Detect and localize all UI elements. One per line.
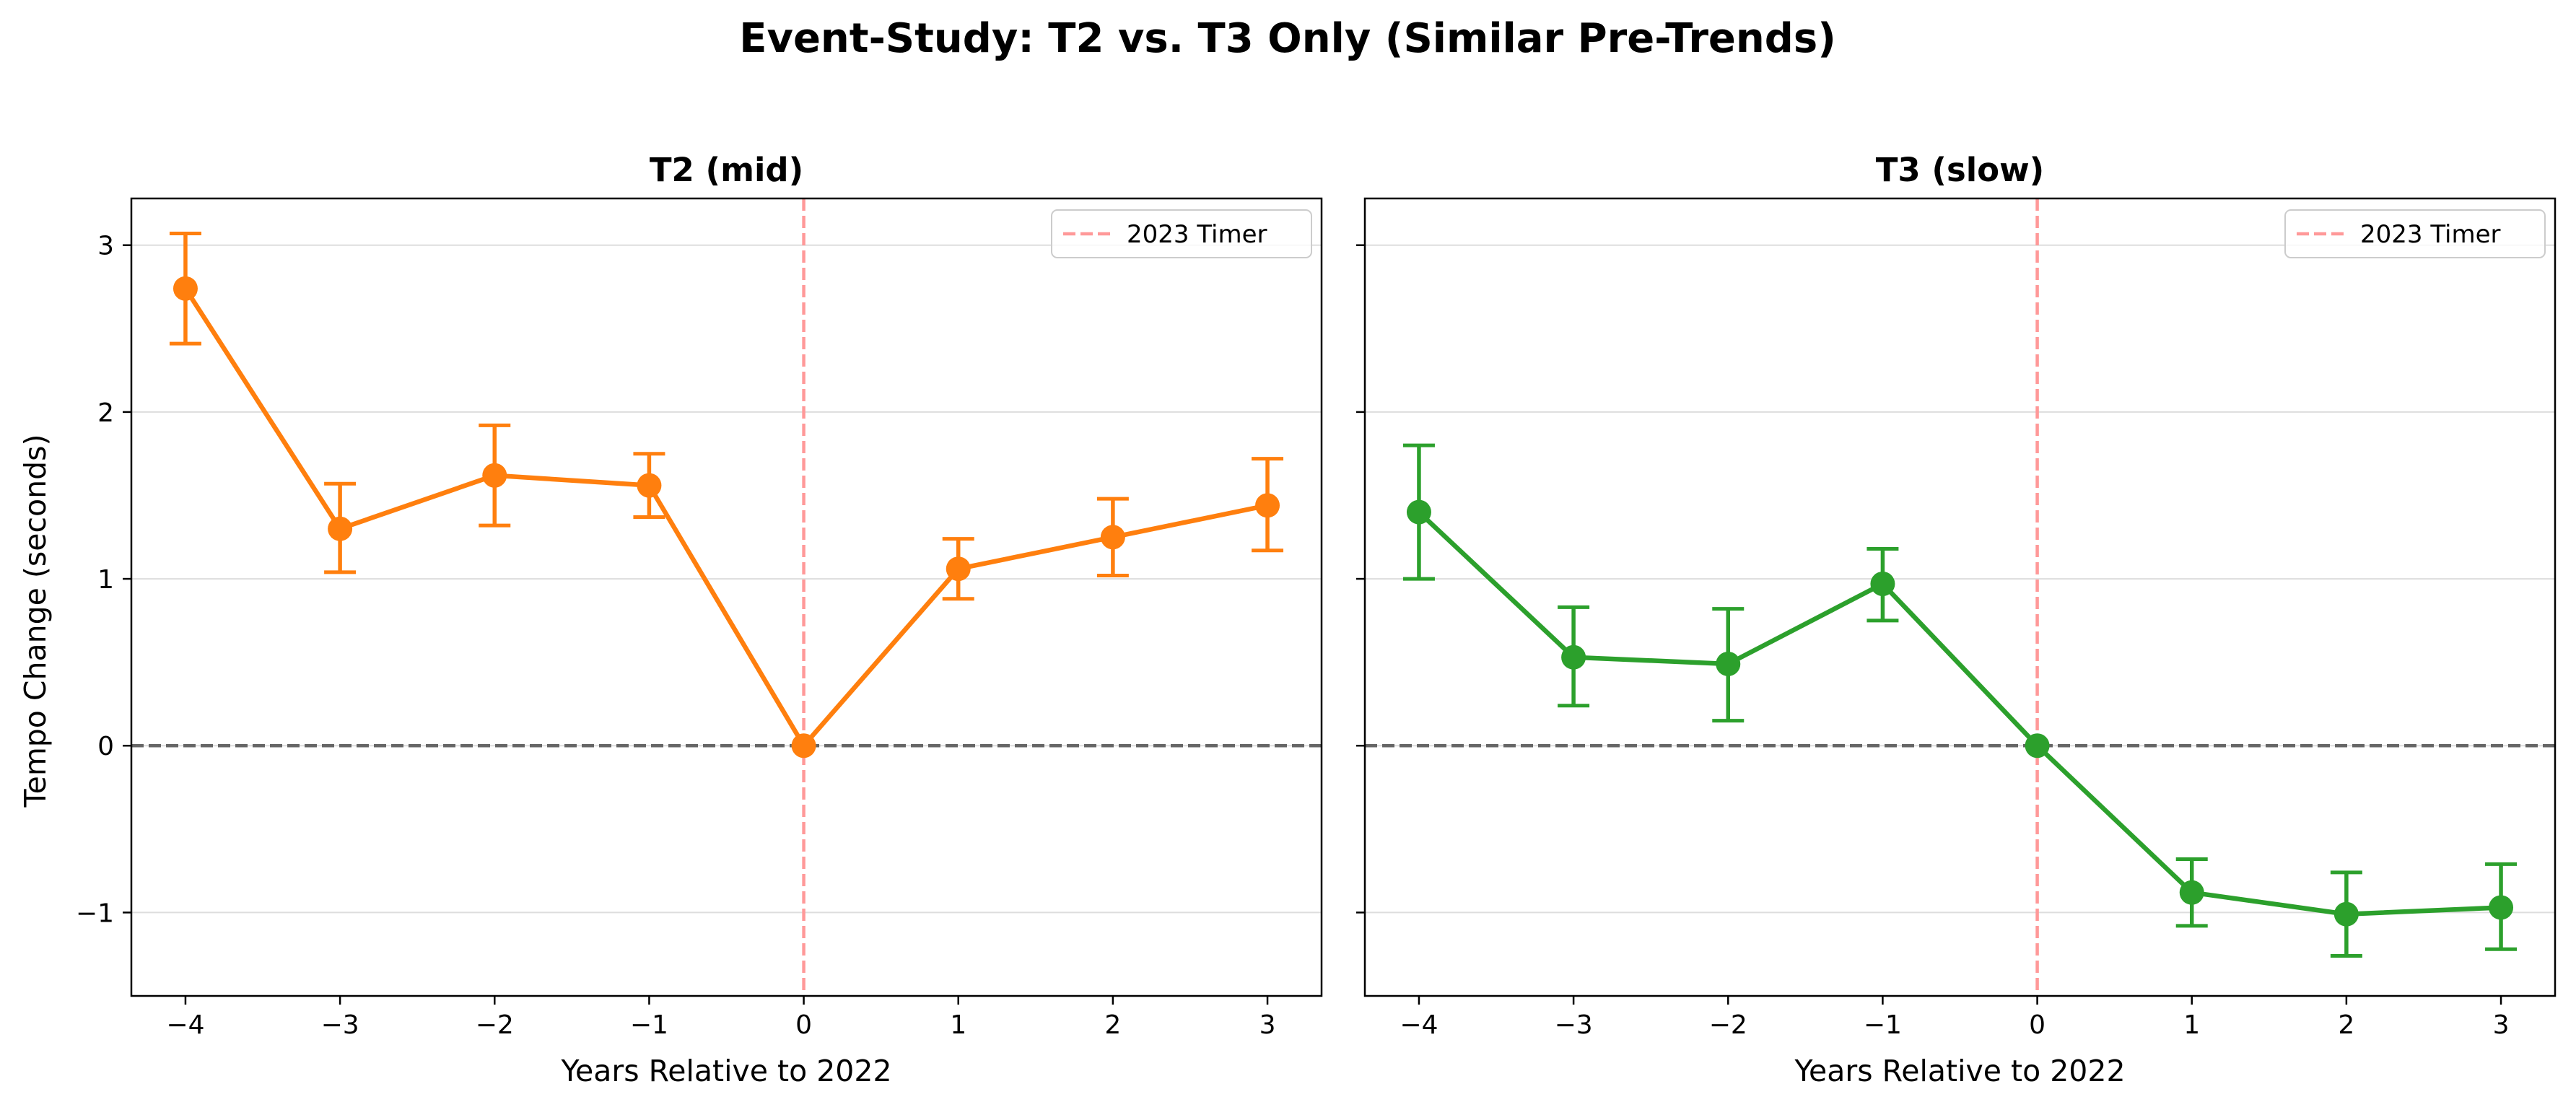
y-tick-label: 0 bbox=[97, 732, 114, 761]
legend-entry-2023-timer: 2023 Timer bbox=[2360, 220, 2501, 249]
x-tick-label: 0 bbox=[2029, 1010, 2045, 1040]
data-point bbox=[1406, 499, 1431, 525]
series-line bbox=[1417, 510, 2502, 917]
legend-entry-2023-timer: 2023 Timer bbox=[1127, 220, 1267, 249]
y-tick-label: 2 bbox=[97, 398, 114, 428]
x-tick-label: −1 bbox=[630, 1010, 668, 1040]
data-point bbox=[2489, 895, 2514, 920]
data-point bbox=[1870, 572, 1895, 597]
panel-t3: −4 −3 −2 −1 0 1 2 3 T3 (slow) Years Relative to 2… bbox=[1356, 151, 2557, 1088]
legend: 2023 Timer bbox=[2284, 209, 2546, 258]
data-point bbox=[946, 556, 971, 582]
y-tick-label: −1 bbox=[76, 898, 114, 928]
y-axis-label: Tempo Change (seconds) bbox=[18, 434, 53, 808]
data-point bbox=[482, 463, 507, 488]
x-axis-label: Years Relative to 2022 bbox=[560, 1054, 891, 1088]
legend-box bbox=[1051, 209, 1312, 258]
x-tick-label: 2 bbox=[1104, 1010, 1121, 1040]
data-point bbox=[2025, 733, 2050, 758]
data-point bbox=[791, 733, 816, 758]
data-point bbox=[1716, 651, 1741, 676]
figure-title: Event-Study: T2 vs. T3 Only (Similar Pre… bbox=[739, 15, 1836, 62]
panel-t2: −4 −3 −2 −1 0 1 2 3 −1 0 1 2 3 T2 (mid) Years Relative… bbox=[76, 151, 1323, 1088]
y-tick-label: 1 bbox=[97, 565, 114, 595]
data-point bbox=[328, 516, 353, 541]
legend: 2023 Timer bbox=[1051, 209, 1312, 258]
data-point bbox=[2333, 901, 2359, 927]
y-tick-label: 3 bbox=[97, 232, 114, 261]
x-tick-label: −4 bbox=[1400, 1010, 1438, 1040]
data-point bbox=[1255, 493, 1280, 518]
x-tick-label: −3 bbox=[321, 1010, 359, 1040]
x-tick-label: −4 bbox=[166, 1010, 204, 1040]
x-tick-label: 1 bbox=[2183, 1010, 2200, 1040]
legend-box bbox=[2284, 209, 2546, 258]
x-tick-label: −3 bbox=[1555, 1010, 1593, 1040]
x-tick-label: −2 bbox=[1709, 1010, 1747, 1040]
x-tick-label: 3 bbox=[2493, 1010, 2510, 1040]
data-point bbox=[2179, 880, 2204, 905]
x-tick-label: −1 bbox=[1864, 1010, 1902, 1040]
panel-title: T2 (mid) bbox=[650, 151, 803, 189]
panel-title: T3 (slow) bbox=[1876, 151, 2045, 189]
data-point bbox=[173, 276, 198, 301]
x-tick-label: −2 bbox=[476, 1010, 514, 1040]
data-point bbox=[1100, 525, 1125, 550]
data-point bbox=[637, 473, 662, 498]
axes-frame bbox=[130, 197, 1323, 997]
x-tick-label: 0 bbox=[795, 1010, 812, 1040]
x-axis-label: Years Relative to 2022 bbox=[1794, 1054, 2125, 1088]
x-tick-label: 2 bbox=[2338, 1010, 2354, 1040]
data-point bbox=[1561, 644, 1586, 670]
axes-frame bbox=[1363, 197, 2557, 997]
x-tick-label: 1 bbox=[950, 1010, 966, 1040]
x-tick-label: 3 bbox=[1259, 1010, 1276, 1040]
series-line bbox=[183, 287, 1268, 748]
